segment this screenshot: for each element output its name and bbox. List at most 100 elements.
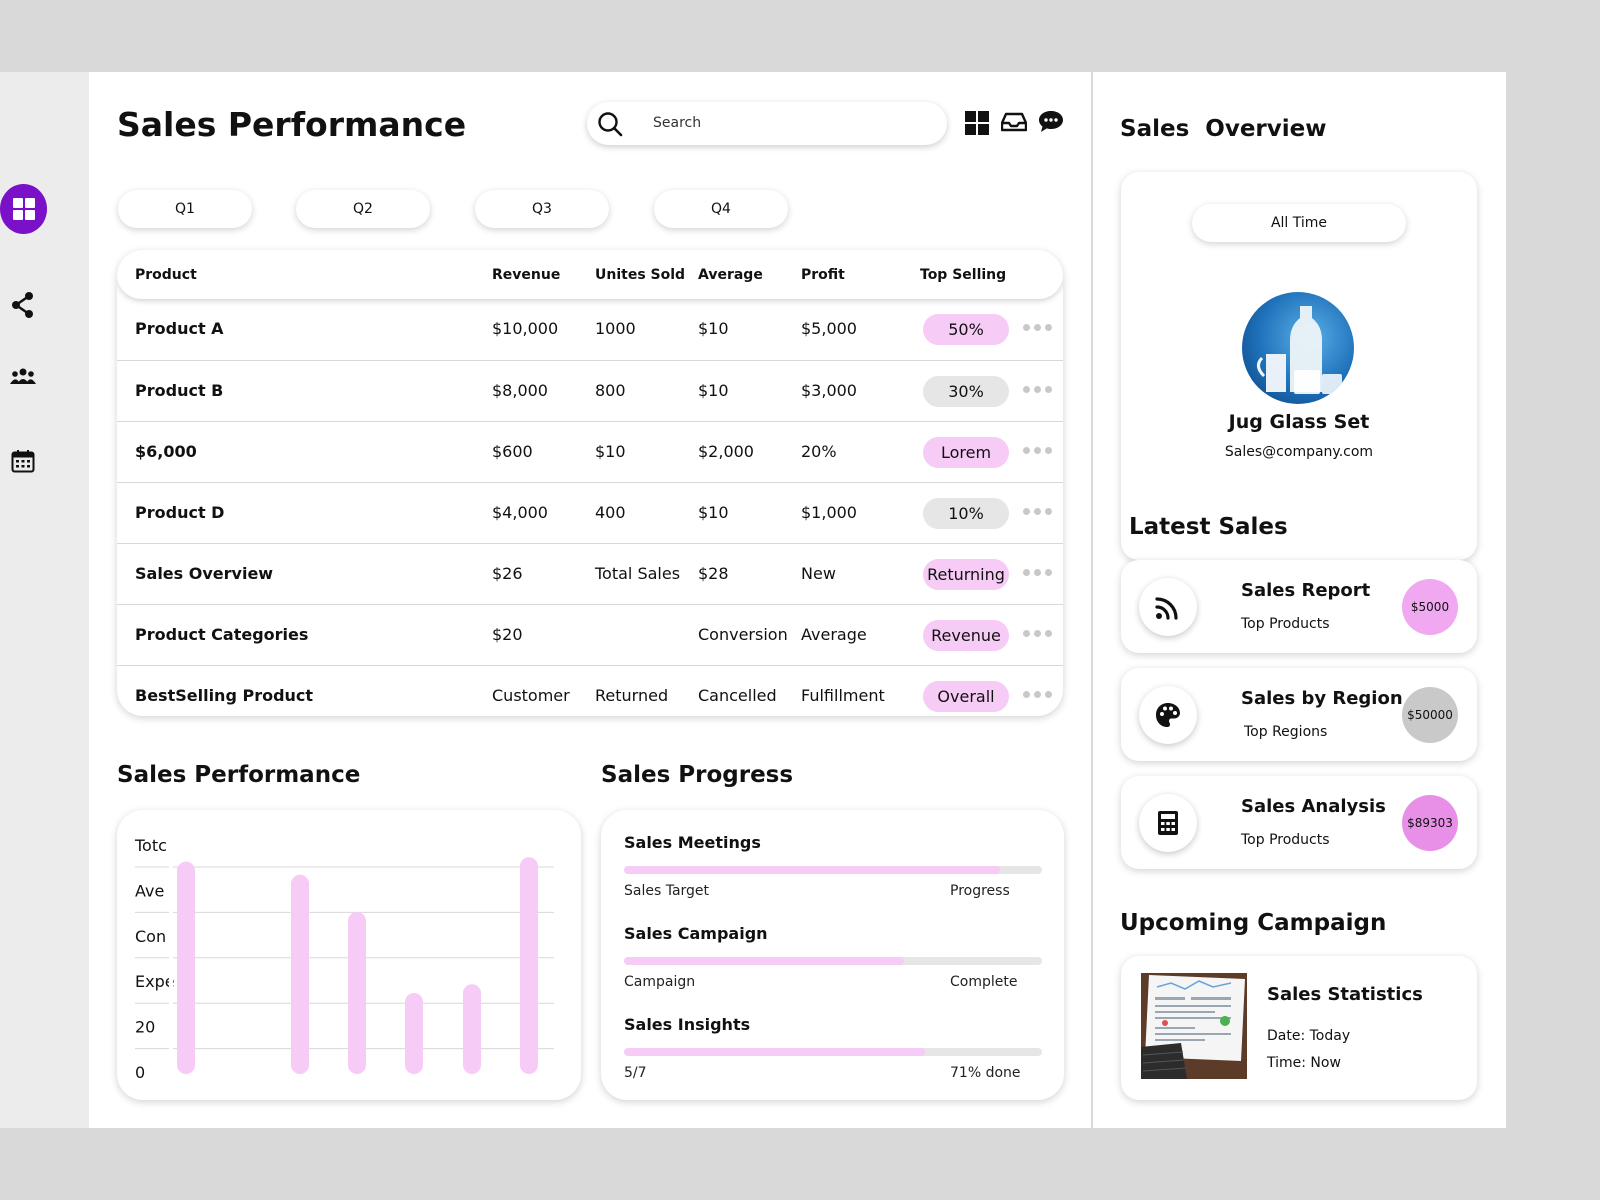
y-tick-label: Totc [134,836,167,855]
progress-item-title: Sales Meetings [624,833,761,852]
item-subtitle: Top Regions [1244,724,1328,740]
latest-sale-item[interactable]: Sales Report Top Products $5000 [1121,560,1477,653]
palette-icon [1156,703,1180,727]
top-selling-badge: 50% [923,314,1009,345]
table-cell: 1000 [595,319,636,338]
more-options-icon[interactable] [1023,508,1052,515]
tab-q2[interactable]: Q2 [296,190,430,228]
table-header: Product Revenue Unites Sold Average Prof… [117,250,1063,299]
time-filter-button[interactable]: All Time [1192,204,1406,242]
bar-chart: Totc Ave Con Expe 20 0 [134,830,554,1082]
more-options-icon[interactable] [1023,691,1052,698]
chart-bar [405,992,423,1074]
table-cell: $2,000 [698,442,754,461]
top-selling-badge: Lorem [923,437,1009,468]
table-row[interactable]: Product D $4,000 400 $10 $1,000 10% [117,482,1063,543]
users-icon [10,368,36,384]
more-options-icon[interactable] [1023,569,1052,576]
overview-title: Sales Overview [1120,116,1327,142]
table-cell: $10,000 [492,319,559,338]
amount-badge: $5000 [1402,579,1458,635]
table-row[interactable]: Product B $8,000 800 $10 $3,000 30% [117,360,1063,421]
item-title: Sales by Region [1241,688,1403,709]
sidebar-item-share[interactable] [0,282,46,328]
column-header: Top Selling [920,267,1007,283]
table-cell: $5,000 [801,319,857,338]
upcoming-campaign-title: Upcoming Campaign [1120,910,1387,936]
more-options-icon[interactable] [1023,630,1052,637]
table-cell: $10 [698,503,729,522]
calculator-icon-button [1139,794,1197,852]
latest-sale-item[interactable]: Sales by Region Top Regions $50000 [1121,668,1477,761]
search-input[interactable]: Search [587,102,947,145]
table-cell: New [801,564,836,583]
progress-card: Sales Meetings Sales Target Progress Sales … [601,810,1064,1100]
table-cell: Conversion [698,625,788,644]
progress-right-label: 71% done [950,1065,1021,1081]
y-tick-label: Expe [135,972,175,991]
table-cell: Fulfillment [801,686,885,705]
product-image [1242,292,1354,404]
row-name-cell: BestSelling Product [135,686,314,705]
search-placeholder: Search [653,115,702,131]
column-header: Unites Sold [595,267,686,283]
sidebar-item-team[interactable] [0,354,46,400]
item-subtitle: Top Products [1241,616,1330,632]
tab-q3[interactable]: Q3 [475,190,609,228]
grid-icon [12,198,35,220]
column-header: Revenue [492,267,561,283]
table-cell: $3,000 [801,381,857,400]
table-cell: Average [801,625,867,644]
contact-email: Sales@company.com [1224,444,1374,460]
progress-bar-fill [624,1048,925,1056]
amount-badge: $89303 [1402,795,1458,851]
share-icon [12,292,33,318]
table-row[interactable]: Product Categories $20 Conversion Average Re… [117,604,1063,665]
table-cell: $20 [492,625,523,644]
sidebar-item-calendar[interactable] [0,438,46,484]
sidebar-item-dashboard[interactable] [0,184,47,234]
row-name-cell: Product Categories [135,625,309,644]
item-subtitle: Top Products [1241,832,1330,848]
progress-title: Sales Progress [601,762,794,788]
top-selling-badge: 10% [923,498,1009,529]
amount-badge: $50000 [1402,687,1458,743]
progress-item-title: Sales Insights [624,1015,751,1034]
progress-bar [624,866,1042,874]
table-row[interactable]: BestSelling Product Customer Returned Cance… [117,665,1063,716]
main-panel: Sales Performance Search Q1 Q2 Q3 Q4 Pro… [89,72,1091,1128]
campaign-date: Date: Today [1267,1028,1351,1044]
table-row[interactable]: $6,000 $600 $10 $2,000 20% Lorem [117,421,1063,482]
tab-q4[interactable]: Q4 [654,190,788,228]
table-cell: Cancelled [698,686,777,705]
latest-sale-item[interactable]: Sales Analysis Top Products $89303 [1121,776,1477,869]
tab-q1[interactable]: Q1 [118,190,252,228]
wifi-icon [1155,597,1178,620]
grid-view-icon[interactable] [965,111,989,135]
y-tick-label: 20 [135,1018,155,1037]
table-row[interactable]: Sales Overview $26 Total Sales $28 New Return… [117,543,1063,604]
row-name-cell: Sales Overview [135,564,274,583]
progress-bar [624,1048,1042,1056]
table-row[interactable]: Product A $10,000 1000 $10 $5,000 50% [117,299,1063,360]
top-selling-badge: Overall [923,681,1009,712]
more-options-icon[interactable] [1023,324,1052,331]
more-options-icon[interactable] [1023,386,1052,393]
progress-right-label: Progress [950,883,1010,899]
campaign-thumbnail [1141,973,1247,1079]
y-tick-label: Ave [135,881,164,900]
progress-bar-fill [624,866,1001,874]
inbox-icon[interactable] [1001,112,1027,132]
chart-bar [520,857,538,1074]
campaign-card[interactable]: Sales Statistics Date: Today Time: Now [1121,956,1477,1100]
table-cell: $10 [595,442,626,461]
top-selling-badge: 30% [923,376,1009,407]
calculator-icon [1158,811,1178,835]
more-options-icon[interactable] [1023,447,1052,454]
progress-item-title: Sales Campaign [624,924,768,943]
progress-right-label: Complete [950,974,1018,990]
chat-icon[interactable] [1038,110,1064,134]
table-cell: 20% [801,442,837,461]
product-name: Jug Glass Set [1228,411,1370,433]
row-name-cell: Product B [135,381,224,400]
